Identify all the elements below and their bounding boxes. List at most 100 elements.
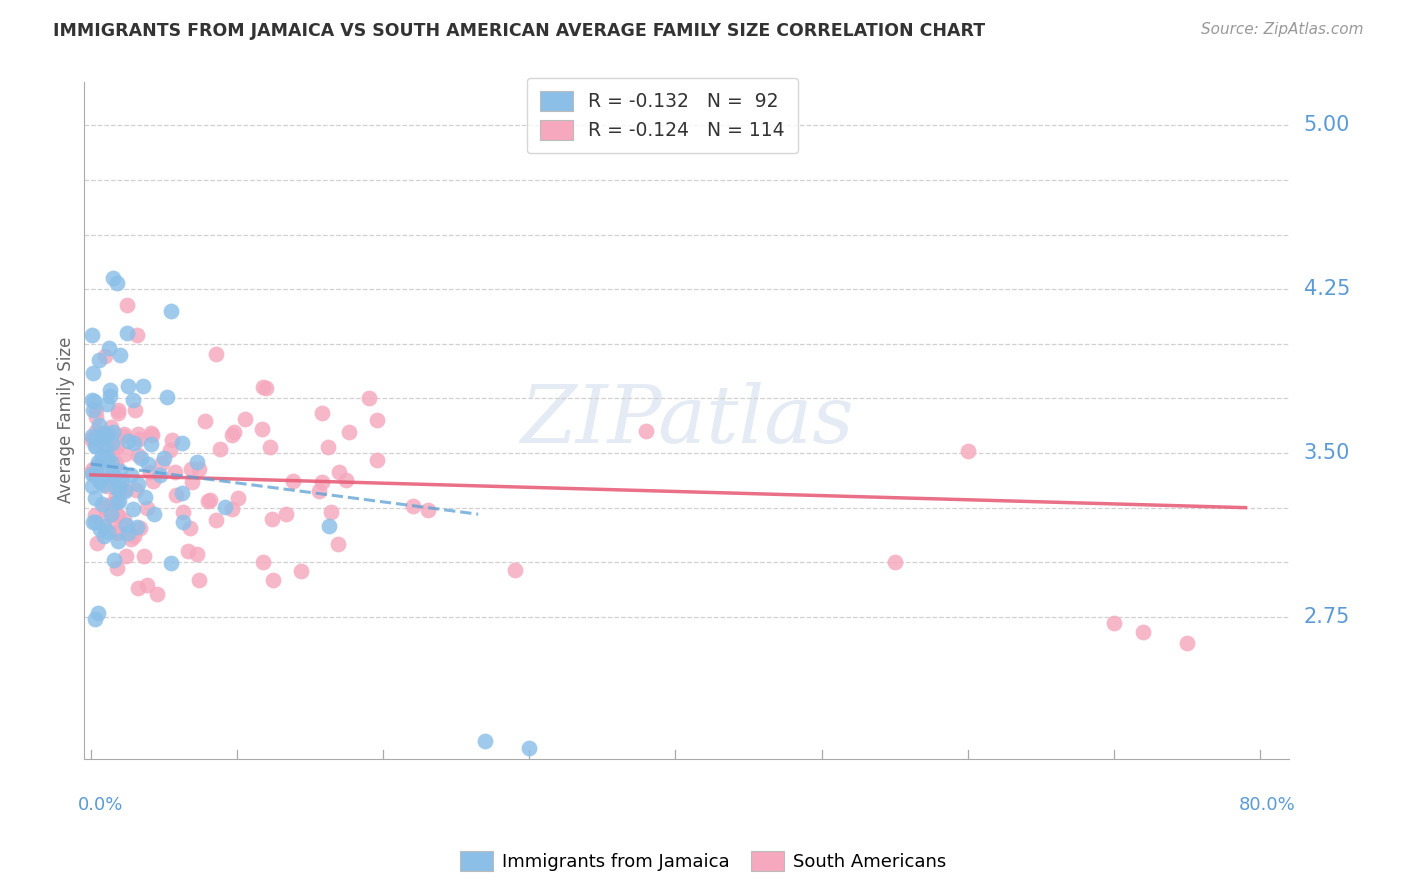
Point xyxy=(87,474,110,488)
Text: IMMIGRANTS FROM JAMAICA VS SOUTH AMERICAN AVERAGE FAMILY SIZE CORRELATION CHART: IMMIGRANTS FROM JAMAICA VS SOUTH AMERICA… xyxy=(53,22,986,40)
Point xyxy=(141,428,163,442)
Point xyxy=(91,449,114,463)
Point xyxy=(93,349,115,363)
Point xyxy=(221,428,243,442)
Point xyxy=(101,435,124,450)
Point xyxy=(91,477,114,491)
Text: 2.75: 2.75 xyxy=(1303,607,1350,627)
Point xyxy=(252,380,274,394)
Point xyxy=(93,426,115,441)
Point xyxy=(114,482,136,496)
Point xyxy=(127,426,149,441)
Point xyxy=(105,481,128,495)
Point xyxy=(112,513,135,527)
Point xyxy=(82,403,104,417)
Legend: Immigrants from Jamaica, South Americans: Immigrants from Jamaica, South Americans xyxy=(453,844,953,879)
Point xyxy=(84,410,107,425)
Point xyxy=(83,508,105,523)
Point xyxy=(179,521,201,535)
Point xyxy=(127,476,149,491)
Point xyxy=(198,493,221,508)
Y-axis label: Average Family Size: Average Family Size xyxy=(58,337,75,503)
Point xyxy=(84,515,107,529)
Point xyxy=(107,526,129,541)
Point xyxy=(108,348,131,362)
Point xyxy=(125,327,148,342)
Point xyxy=(93,500,115,515)
Point xyxy=(274,507,297,521)
Point xyxy=(84,439,107,453)
Point xyxy=(366,413,388,427)
Point xyxy=(136,458,159,472)
Point xyxy=(89,352,111,367)
Point xyxy=(105,276,128,290)
Point xyxy=(337,425,360,439)
Point xyxy=(107,407,129,421)
Text: 5.00: 5.00 xyxy=(1303,115,1350,136)
Point xyxy=(105,495,128,509)
Point xyxy=(122,392,145,407)
Point xyxy=(318,518,340,533)
Point xyxy=(260,512,283,526)
Point xyxy=(107,508,129,523)
Point xyxy=(117,526,139,541)
Point xyxy=(98,388,121,402)
Point xyxy=(503,563,526,577)
Point xyxy=(105,525,128,540)
Point xyxy=(166,488,188,502)
Point xyxy=(82,462,104,476)
Point xyxy=(517,740,540,755)
Point xyxy=(129,521,152,535)
Point xyxy=(82,433,104,447)
Point xyxy=(311,406,333,420)
Point xyxy=(136,501,159,516)
Point xyxy=(262,573,284,587)
Point xyxy=(883,555,905,569)
Point xyxy=(125,519,148,533)
Text: 3.50: 3.50 xyxy=(1303,443,1350,463)
Point xyxy=(100,455,122,469)
Point xyxy=(82,429,104,443)
Point xyxy=(103,470,125,484)
Legend: R = -0.132   N =  92, R = -0.124   N = 114: R = -0.132 N = 92, R = -0.124 N = 114 xyxy=(526,78,799,153)
Point xyxy=(187,573,209,587)
Point xyxy=(254,380,277,394)
Point xyxy=(82,467,104,481)
Point xyxy=(82,515,104,529)
Point xyxy=(335,473,357,487)
Point xyxy=(107,475,129,489)
Point xyxy=(474,734,496,748)
Point xyxy=(149,467,172,482)
Point xyxy=(82,431,104,445)
Point xyxy=(120,468,142,483)
Point xyxy=(86,536,108,550)
Point xyxy=(117,434,139,448)
Point xyxy=(128,432,150,446)
Point xyxy=(83,611,105,625)
Point xyxy=(101,466,124,480)
Point xyxy=(84,465,107,479)
Point xyxy=(127,448,149,462)
Point xyxy=(180,461,202,475)
Point xyxy=(84,402,107,417)
Point xyxy=(145,586,167,600)
Point xyxy=(112,427,135,442)
Point xyxy=(101,271,124,285)
Point xyxy=(97,341,120,355)
Point xyxy=(96,397,118,411)
Point xyxy=(100,497,122,511)
Point xyxy=(93,469,115,483)
Point xyxy=(82,464,104,478)
Point xyxy=(89,475,111,490)
Point xyxy=(107,403,129,417)
Point xyxy=(117,297,139,311)
Point xyxy=(84,425,107,439)
Point xyxy=(101,425,124,440)
Point xyxy=(105,508,128,522)
Point xyxy=(138,465,160,479)
Point xyxy=(96,426,118,441)
Point xyxy=(108,483,131,497)
Point xyxy=(159,442,181,457)
Point xyxy=(326,537,349,551)
Point xyxy=(186,455,208,469)
